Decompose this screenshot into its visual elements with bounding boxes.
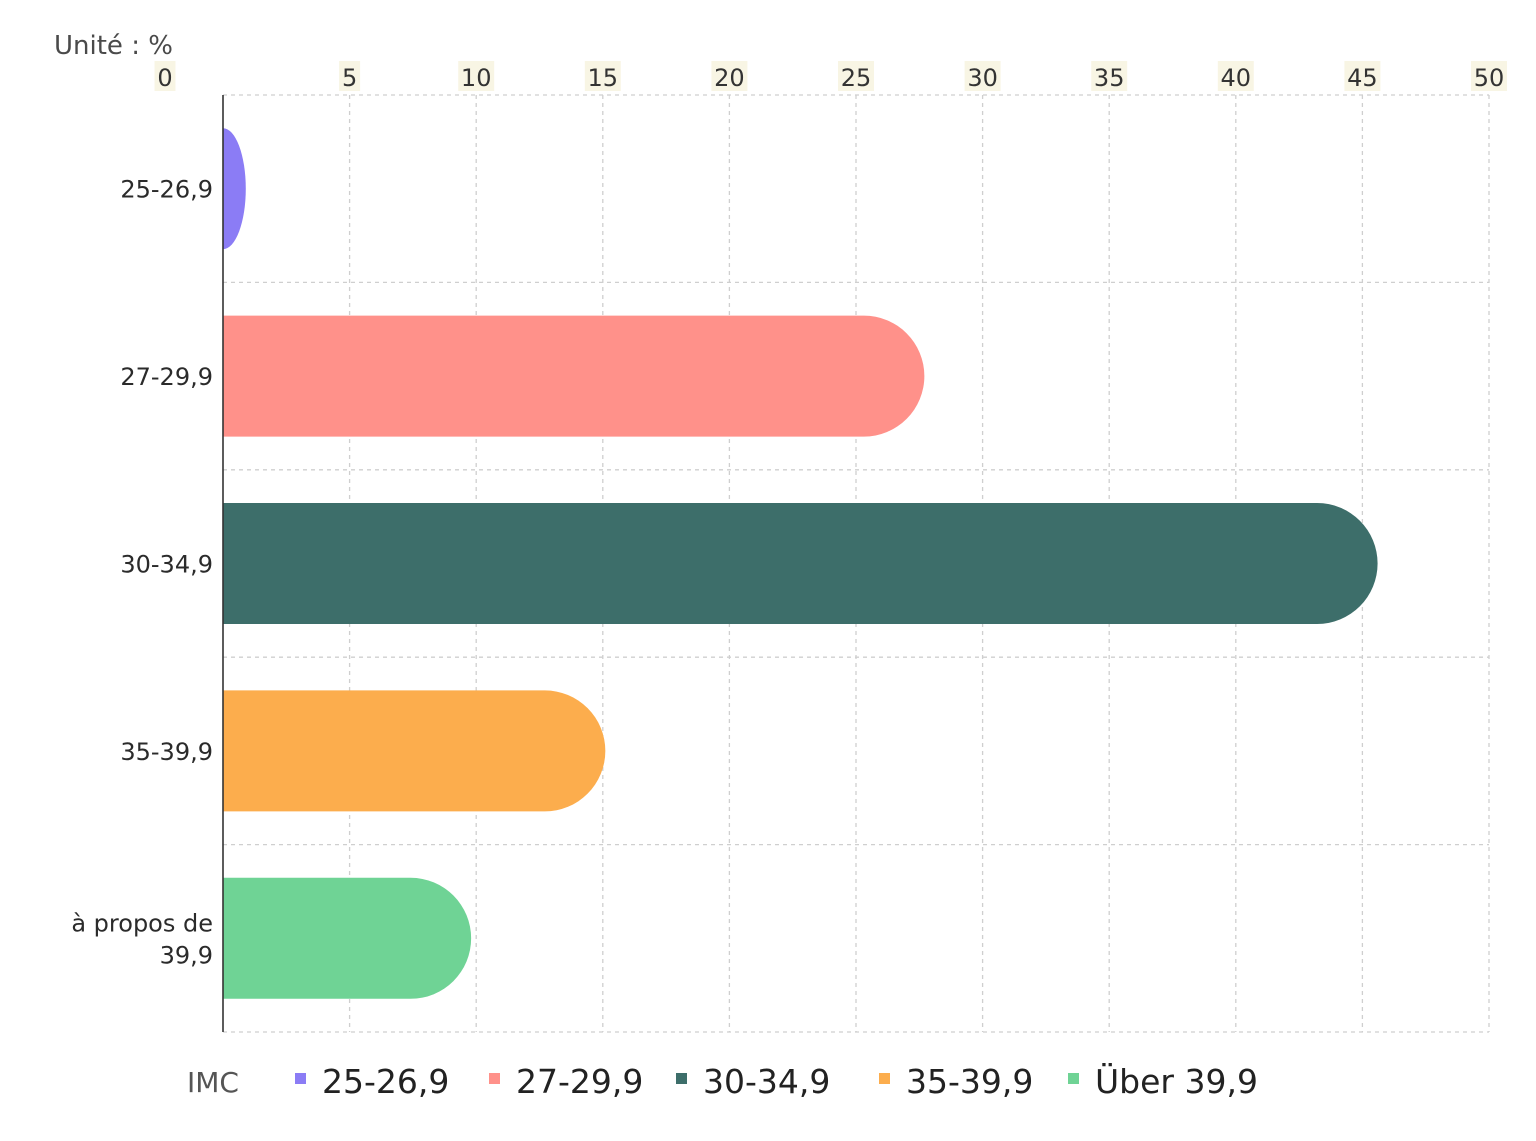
unit-label: Unité : %	[54, 31, 173, 61]
y-tick-label: à propos de	[71, 909, 213, 937]
legend-swatch	[676, 1073, 687, 1084]
x-tick-label: 40	[1221, 64, 1252, 92]
x-tick-background	[154, 61, 176, 91]
y-axis-labels: 25-26,9 27-29,9 30-34,9 35-39,9 à propos de 3…	[71, 176, 213, 970]
x-tick-label: 25	[841, 64, 872, 92]
legend-label: 25-26,9	[322, 1062, 449, 1101]
bar-1	[223, 315, 925, 437]
x-tick-background	[964, 61, 1001, 91]
x-tick-background	[584, 61, 621, 91]
grid	[223, 94, 1490, 1033]
x-tick-label: 30	[967, 64, 998, 92]
legend-label: 27-29,9	[516, 1062, 643, 1101]
x-tick-background	[1091, 61, 1128, 91]
x-tick-label: 45	[1347, 64, 1378, 92]
x-tick-label: 10	[461, 64, 492, 92]
x-tick-background	[1217, 61, 1254, 91]
x-tick-label: 15	[588, 64, 619, 92]
x-tick-background	[339, 61, 361, 91]
y-tick-label: 27-29,9	[120, 363, 213, 391]
legend-swatch	[489, 1073, 500, 1084]
x-tick-label: 0	[157, 64, 172, 92]
x-tick-background	[838, 61, 874, 91]
x-tick-background	[458, 61, 495, 91]
x-tick-background	[1471, 61, 1507, 91]
legend-label: 35-39,9	[906, 1062, 1033, 1101]
bar-4	[223, 877, 472, 999]
legend-swatch	[295, 1073, 306, 1084]
bar-0	[223, 128, 246, 250]
x-tick-label: 20	[714, 64, 745, 92]
legend-swatch	[879, 1073, 890, 1084]
x-axis-ticks: 0 5 10 15 20 25 30 35 40 45 50	[154, 61, 1507, 92]
x-tick-label: 5	[342, 64, 357, 92]
x-tick-background	[1344, 61, 1381, 91]
bars	[223, 128, 1378, 999]
bar-2	[223, 503, 1378, 624]
y-tick-label: 35-39,9	[120, 738, 213, 766]
y-tick-label: 30-34,9	[120, 551, 213, 579]
x-tick-label: 50	[1474, 64, 1505, 92]
y-tick-label: 39,9	[160, 941, 213, 969]
x-tick-background	[711, 61, 748, 91]
bar-3	[223, 690, 606, 812]
legend-label: Über 39,9	[1095, 1061, 1258, 1101]
legend-swatch	[1068, 1073, 1079, 1084]
legend-title: IMC	[187, 1066, 239, 1099]
y-tick-label: 25-26,9	[120, 176, 213, 204]
x-tick-label: 35	[1094, 64, 1125, 92]
legend: IMC 25-26,9 27-29,9 30-34,9 35-39,9 Über 39,…	[187, 1061, 1258, 1101]
legend-label: 30-34,9	[703, 1062, 830, 1101]
